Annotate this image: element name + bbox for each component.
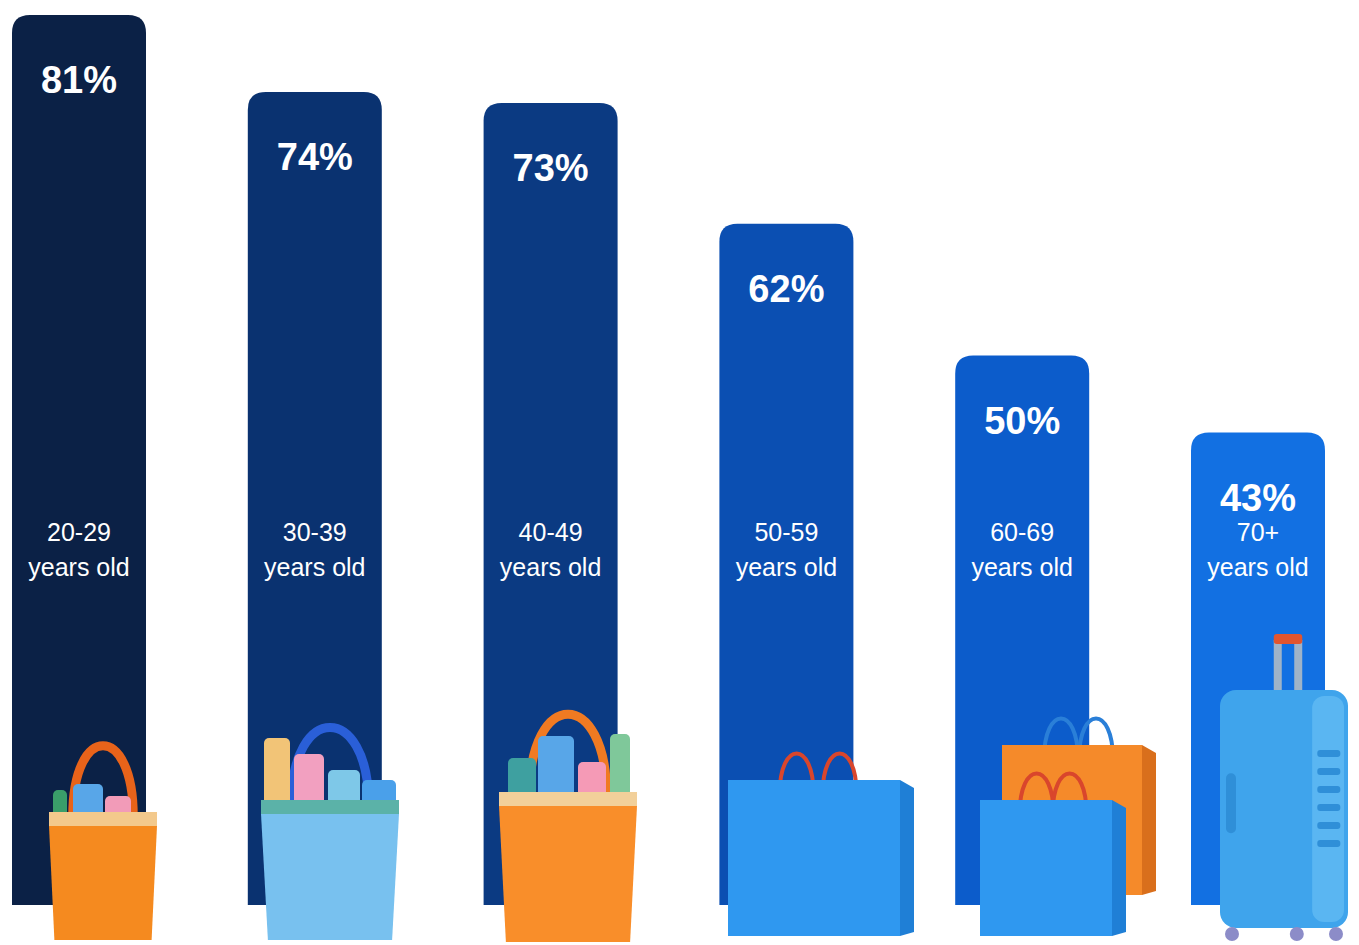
rib <box>1317 822 1340 829</box>
body <box>728 780 900 936</box>
icons <box>49 634 1348 942</box>
rim <box>49 812 157 826</box>
wheel <box>1225 927 1239 941</box>
rim <box>261 800 399 814</box>
rib <box>1317 786 1340 793</box>
latch <box>1226 773 1236 833</box>
item <box>538 736 574 798</box>
category-label: 50-59 years old <box>736 518 837 581</box>
category-label: 60-69 years old <box>971 518 1072 581</box>
chart-root: 81% 20-29 years old 74% 30-39 years old 73% 40-… <box>0 0 1359 945</box>
category-line: 30-39 <box>283 518 347 546</box>
item <box>610 734 630 798</box>
category-line: 50-59 <box>754 518 818 546</box>
category-line: 20-29 <box>47 518 111 546</box>
value-label: 74% <box>277 136 353 178</box>
category-line: 40-49 <box>519 518 583 546</box>
body <box>980 800 1112 936</box>
rib <box>1317 768 1340 775</box>
category-line: years old <box>1207 553 1308 581</box>
value-label: 43% <box>1220 477 1296 519</box>
category-line: years old <box>736 553 837 581</box>
category-line: years old <box>500 553 601 581</box>
shopping-bag-icon <box>980 774 1126 937</box>
category-line: 70+ <box>1237 518 1279 546</box>
category-label: 70+ years old <box>1207 518 1308 581</box>
shopping-bag-icon <box>728 754 914 937</box>
rib <box>1317 804 1340 811</box>
body <box>261 814 399 940</box>
category-label: 40-49 years old <box>500 518 601 581</box>
bar <box>12 15 146 905</box>
wheel <box>1329 927 1343 941</box>
category-label: 20-29 years old <box>28 518 129 581</box>
body <box>499 806 637 942</box>
item <box>264 738 290 806</box>
rim <box>499 792 637 806</box>
suitcase-icon <box>1220 634 1348 941</box>
handle-grip <box>1274 634 1302 644</box>
category-label: 30-39 years old <box>264 518 365 581</box>
value-label: 81% <box>41 59 117 101</box>
category-line: 60-69 <box>990 518 1054 546</box>
category-line: years old <box>28 553 129 581</box>
side <box>1142 745 1156 895</box>
labels: 81% 20-29 years old 74% 30-39 years old 73% 40-… <box>28 59 1308 581</box>
side <box>900 780 914 936</box>
handle <box>1274 640 1282 696</box>
value-label: 62% <box>748 268 824 310</box>
body <box>1220 690 1348 928</box>
item <box>294 754 324 806</box>
body <box>49 826 157 940</box>
side <box>1112 800 1126 936</box>
side <box>1312 696 1344 922</box>
category-line: years old <box>264 553 365 581</box>
tote-bag-icon <box>499 714 637 942</box>
value-label: 73% <box>513 147 589 189</box>
bars <box>12 15 1325 905</box>
rib <box>1317 840 1340 847</box>
rib <box>1317 750 1340 757</box>
value-label: 50% <box>984 400 1060 442</box>
category-line: years old <box>971 553 1072 581</box>
handle <box>1294 640 1302 696</box>
bar <box>248 92 382 905</box>
bar <box>484 103 618 905</box>
wheel <box>1290 927 1304 941</box>
tote-bag-icon <box>261 728 399 941</box>
tote-bag-icon <box>49 746 157 940</box>
